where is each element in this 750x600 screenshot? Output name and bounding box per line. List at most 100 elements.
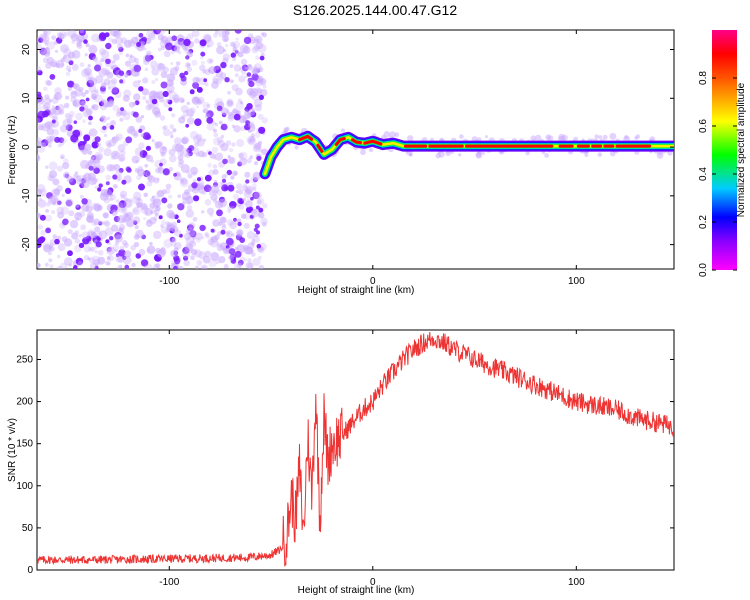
noise-blob (38, 124, 45, 131)
noise-blob (152, 199, 158, 205)
noise-blob (146, 174, 153, 181)
noise-blob (154, 254, 162, 262)
noise-blob (142, 77, 149, 84)
noise-blob (243, 222, 250, 229)
noise-blob (144, 67, 149, 72)
noise-blob (44, 42, 48, 46)
ridge-core-segment (316, 143, 324, 153)
noise-blob (145, 170, 152, 177)
noise-blob (168, 90, 173, 94)
ridge-halo-blob (294, 145, 299, 150)
noise-blob (121, 240, 128, 246)
noise-blob (209, 213, 214, 217)
noise-blob (156, 30, 166, 35)
noise-blob (150, 66, 155, 70)
noise-blob (77, 261, 83, 266)
noise-blob (242, 183, 248, 188)
noise-blob (69, 219, 79, 229)
noise-blob (214, 30, 219, 34)
noise-blob (60, 63, 65, 67)
noise-blob (153, 30, 161, 35)
noise-blob (245, 261, 254, 269)
noise-blob (45, 209, 49, 213)
noise-blob (238, 152, 244, 159)
noise-blob (94, 88, 99, 94)
noise-blob (220, 123, 228, 131)
noise-blob (138, 128, 143, 133)
noise-blob (228, 111, 233, 117)
noise-blob (119, 190, 128, 198)
noise-blob (236, 229, 244, 237)
noise-blob (197, 150, 205, 158)
noise-blob (200, 51, 206, 57)
noise-blob (252, 144, 261, 153)
noise-blob (148, 32, 156, 41)
noise-blob (58, 109, 64, 115)
noise-blob (227, 156, 235, 164)
noise-blob (45, 135, 54, 145)
noise-blob (160, 81, 168, 89)
noise-blob (186, 101, 190, 105)
noise-blob (183, 70, 189, 76)
noise-blob (82, 108, 92, 118)
noise-blob (246, 103, 253, 110)
noise-blob (165, 183, 172, 190)
noise-blob (261, 117, 268, 124)
noise-blob (168, 148, 176, 156)
noise-blob (139, 154, 144, 159)
noise-blob (196, 177, 202, 182)
noise-blob (192, 135, 202, 144)
noise-blob (166, 84, 175, 93)
ridge-halo-blob (407, 135, 414, 142)
noise-blob (58, 137, 65, 144)
noise-blob (106, 71, 114, 79)
noise-blob (64, 31, 69, 37)
noise-blob (112, 60, 116, 64)
noise-blob (54, 92, 63, 101)
ridge-halo-blob (544, 153, 549, 158)
snr-ytick-label: 250 (16, 354, 33, 365)
noise-blob (93, 202, 101, 211)
noise-blob (206, 58, 213, 64)
noise-blob (105, 181, 110, 186)
noise-blob (113, 184, 118, 189)
noise-blob (178, 265, 183, 269)
spectrogram-ytick-label: 0 (21, 144, 32, 150)
noise-blob (143, 217, 147, 221)
noise-blob (124, 74, 128, 78)
noise-blob (254, 104, 262, 112)
noise-blob (142, 95, 147, 101)
noise-blob (67, 80, 75, 88)
noise-blob (175, 61, 181, 66)
noise-blob (258, 212, 265, 219)
noise-blob (245, 120, 251, 126)
noise-blob (45, 165, 49, 169)
noise-blob (104, 69, 111, 76)
noise-blob (233, 64, 242, 72)
noise-blob (208, 191, 213, 195)
noise-blob (186, 205, 193, 211)
noise-blob (219, 76, 225, 81)
noise-blob (133, 93, 141, 101)
noise-blob (76, 139, 80, 144)
noise-blob (87, 161, 93, 167)
noise-blob (161, 197, 168, 204)
noise-blob (139, 150, 148, 158)
noise-blob (47, 196, 57, 205)
noise-blob (151, 206, 160, 215)
noise-blob (69, 114, 73, 119)
noise-blob (170, 134, 174, 139)
noise-blob (107, 103, 111, 107)
noise-blob (252, 171, 261, 181)
noise-blob (246, 88, 255, 96)
noise-blob (169, 131, 174, 135)
snr-ylabel: SNR (10 * v/v) (7, 418, 18, 482)
noise-blob (160, 151, 166, 157)
noise-blob (74, 212, 83, 221)
noise-blob (185, 152, 191, 158)
noise-blob (160, 71, 168, 79)
noise-blob (118, 70, 125, 76)
noise-blob (187, 173, 193, 179)
noise-blob (111, 136, 116, 140)
